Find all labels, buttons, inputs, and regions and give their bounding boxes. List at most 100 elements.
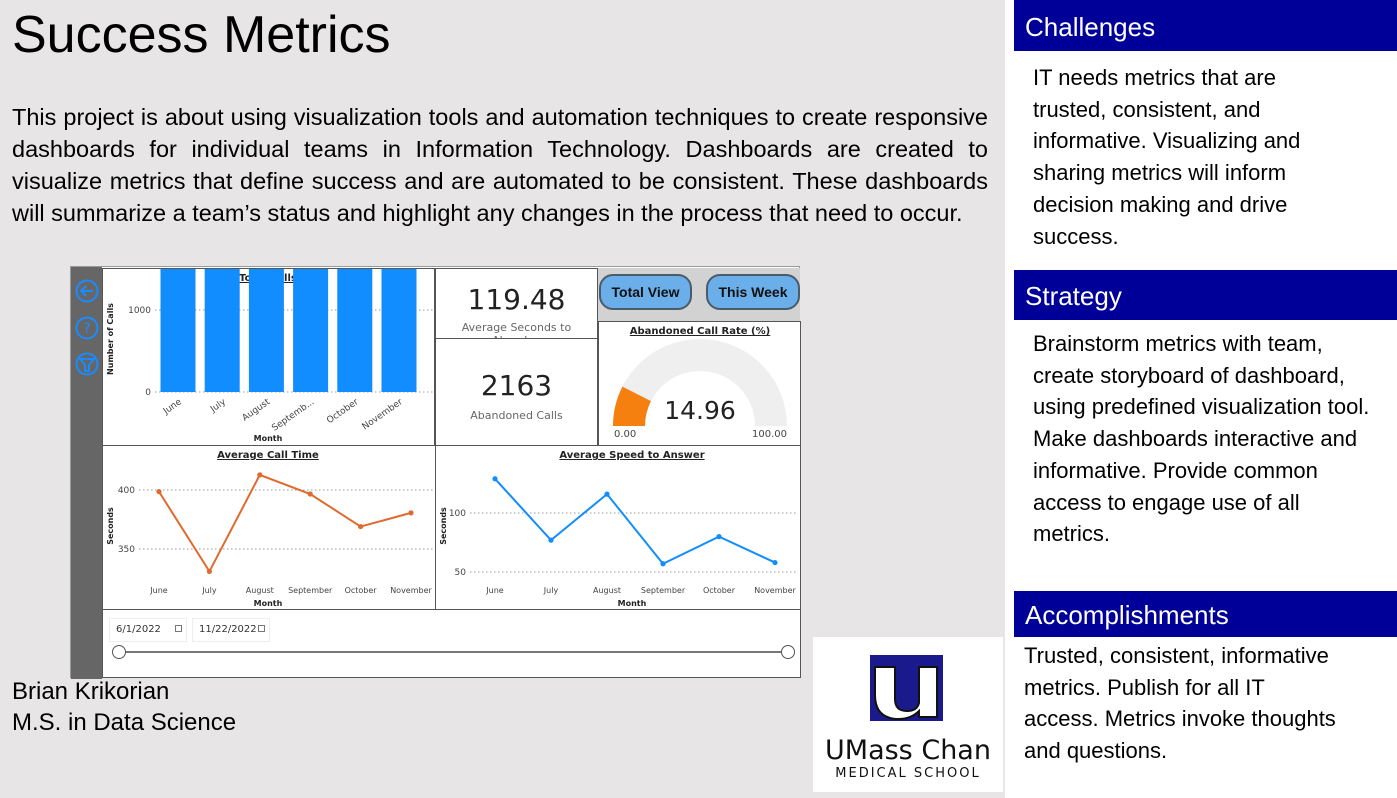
- y-tick-label: 50: [455, 568, 467, 578]
- data-point: [408, 510, 414, 516]
- start-date-input[interactable]: 6/1/2022: [109, 618, 187, 642]
- series-line: [158, 473, 412, 574]
- back-arrow-icon[interactable]: [75, 279, 99, 303]
- x-tick-label: June: [485, 586, 504, 595]
- strategy-heading: Strategy: [1014, 270, 1397, 320]
- calendar-icon[interactable]: [258, 625, 265, 632]
- x-tick-label: Septemb...: [270, 397, 316, 433]
- svg-text:UMass Chan: UMass Chan: [825, 735, 991, 766]
- challenges-text: IT needs metrics that are trusted, consi…: [1033, 65, 1301, 249]
- bar: [381, 267, 417, 392]
- x-axis-label: Month: [254, 434, 283, 443]
- x-tick-label: October: [703, 586, 736, 595]
- dashboard-nav-bar: ?: [71, 267, 102, 679]
- view-buttons-area: Total View This Week: [598, 268, 800, 322]
- y-axis-label: Seconds: [439, 507, 448, 545]
- accomplishments-heading: Accomplishments: [1014, 591, 1397, 637]
- y-tick-label: 400: [118, 486, 135, 496]
- x-axis-label: Month: [618, 599, 647, 608]
- author-name: Brian Krikorian: [12, 678, 170, 705]
- total-calls-panel: Total Calls010002000Number of CallsMonth…: [102, 192, 435, 446]
- umass-logo-mark: UMass Chan MEDICAL SCHOOL: [825, 655, 991, 781]
- total-calls-chart: Total Calls010002000Number of CallsMonth…: [106, 192, 433, 443]
- y-tick-label: 0: [145, 388, 151, 398]
- avg-call-time-chart: Average Call Time 350 400 Seconds Month June J…: [106, 450, 433, 608]
- kpi-label: Abandoned Calls: [470, 409, 563, 422]
- data-point: [206, 568, 212, 575]
- abandoned-rate-gauge-panel: Abandoned Call Rate (%) 14.96 0.00 100.0…: [598, 321, 801, 446]
- x-tick-label: October: [325, 397, 360, 426]
- chart-title: Average Speed to Answer: [559, 450, 704, 461]
- x-tick-label: November: [361, 397, 405, 432]
- start-date-value: 6/1/2022: [116, 624, 161, 635]
- dashboard-screenshot: ? Total Calls010002000Number of CallsMon…: [70, 192, 801, 679]
- x-tick-label: July: [543, 586, 559, 595]
- data-point: [604, 491, 610, 497]
- y-axis-label: Seconds: [106, 507, 115, 545]
- gauge-chart: Abandoned Call Rate (%) 14.96 0.00 100.0…: [613, 326, 787, 440]
- x-tick-label: August: [241, 397, 273, 424]
- gauge-max: 100.00: [752, 429, 787, 440]
- data-point: [772, 559, 778, 566]
- end-date-value: 11/22/2022: [199, 624, 257, 635]
- gauge-fill: [613, 386, 651, 426]
- help-icon[interactable]: ?: [75, 316, 99, 340]
- challenges-heading: Challenges: [1014, 0, 1397, 51]
- data-point: [156, 489, 162, 495]
- gauge-value: 14.96: [664, 396, 736, 425]
- total-view-button[interactable]: Total View: [599, 274, 692, 310]
- strategy-text: Brainstorm metrics with team, create sto…: [1033, 331, 1370, 547]
- page-title: Success Metrics: [12, 6, 391, 64]
- x-tick-label: September: [288, 586, 333, 595]
- y-tick-label: 1000: [128, 306, 151, 316]
- x-tick-label: July: [201, 586, 217, 595]
- accomplishments-text: Trusted, consistent, informative metrics…: [1024, 643, 1336, 764]
- umass-chan-logo: UMass Chan MEDICAL SCHOOL: [813, 637, 1003, 792]
- bar: [248, 192, 284, 392]
- svg-text:MEDICAL SCHOOL: MEDICAL SCHOOL: [835, 766, 980, 781]
- avg-call-time-panel: Average Call Time 350 400 Seconds Month June J…: [102, 445, 436, 610]
- author-block: Brian Krikorian M.S. in Data Science: [12, 676, 236, 738]
- bar: [204, 200, 240, 392]
- x-tick-label: August: [593, 586, 621, 595]
- kpi-abandoned-calls: 2163 Abandoned Calls: [435, 338, 598, 446]
- kpi-avg-seconds-abandon: 119.48 Average Seconds to Abandon: [435, 268, 598, 347]
- x-axis-label: Month: [254, 599, 283, 608]
- svg-text:?: ?: [83, 321, 90, 337]
- x-tick-label: September: [641, 586, 686, 595]
- this-week-button[interactable]: This Week: [706, 274, 800, 310]
- calendar-icon[interactable]: [175, 625, 182, 632]
- filter-icon[interactable]: [75, 352, 99, 376]
- slider-track[interactable]: [119, 651, 789, 653]
- slider-start-handle[interactable]: [112, 645, 126, 659]
- data-point: [716, 534, 722, 540]
- author-degree: M.S. in Data Science: [12, 709, 237, 736]
- chart-title: Average Call Time: [217, 450, 319, 461]
- gauge-track: [613, 339, 787, 426]
- y-tick-label: 100: [449, 509, 466, 519]
- y-axis-label: Number of Calls: [106, 303, 115, 375]
- x-tick-label: October: [345, 586, 378, 595]
- kpi-value: 119.48: [467, 283, 566, 316]
- x-tick-label: August: [246, 586, 274, 595]
- x-tick-label: November: [754, 586, 796, 595]
- series-line: [494, 478, 776, 565]
- right-column: Challenges IT needs metrics that are tru…: [1005, 0, 1397, 798]
- date-range-slicer: 6/1/2022 11/22/2022: [102, 609, 801, 678]
- bar: [293, 232, 329, 392]
- data-point: [307, 491, 313, 497]
- end-date-input[interactable]: 11/22/2022: [192, 618, 270, 642]
- x-tick-label: June: [149, 586, 168, 595]
- slider-end-handle[interactable]: [781, 645, 795, 659]
- data-point: [492, 476, 498, 482]
- y-tick-label: 350: [118, 545, 135, 555]
- avg-speed-answer-panel: Average Speed to Answer 50 100 Seconds Month…: [435, 445, 801, 610]
- x-tick-label: June: [161, 397, 184, 417]
- gauge-title: Abandoned Call Rate (%): [630, 326, 770, 337]
- data-point: [358, 523, 364, 530]
- bar: [337, 225, 373, 392]
- intro-paragraph: This project is about using visualizatio…: [12, 104, 988, 226]
- gauge-min: 0.00: [614, 429, 636, 440]
- kpi-value: 2163: [480, 369, 553, 402]
